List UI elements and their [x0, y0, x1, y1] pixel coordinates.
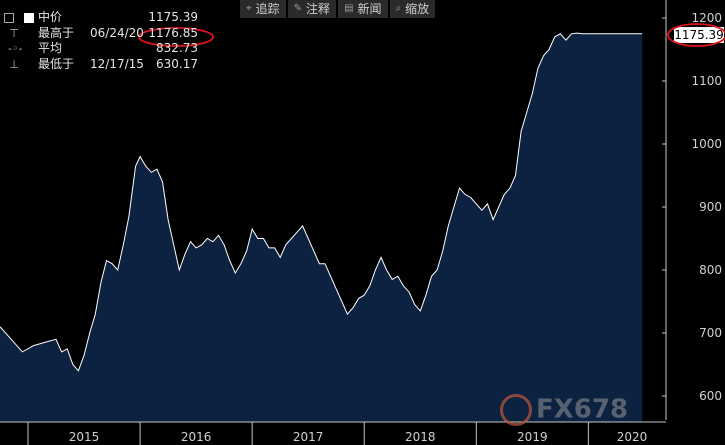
watermark-logo-icon	[500, 394, 532, 426]
legend-row-average: -◦- 平均 832.73	[2, 41, 202, 57]
legend-value: 1175.39	[148, 10, 198, 24]
zoom-icon: ⌕	[395, 3, 402, 14]
legend-row-mid: 中价 1175.39	[2, 10, 202, 26]
y-tick-label: 700	[699, 326, 722, 340]
last-price-highlight	[667, 23, 725, 47]
annotate-button-label: 注释	[306, 2, 331, 16]
price-line	[0, 32, 643, 372]
chart-legend: 中价 1175.39 ⊤ 最高于 06/24/20 1176.85 -◦- 平均…	[2, 10, 202, 72]
x-tick-label: 2015	[69, 430, 100, 444]
legend-label: 中价	[38, 10, 63, 24]
track-button-label: 追踪	[255, 2, 280, 16]
average-marker-icon: -◦-	[8, 42, 23, 55]
y-tick-label: 1200	[691, 11, 722, 25]
news-icon: ▤	[344, 3, 354, 14]
y-tick-label: 900	[699, 200, 722, 214]
legend-value: 1176.85	[148, 25, 198, 40]
legend-label: 平均	[38, 41, 63, 55]
y-tick-label: 1000	[691, 137, 722, 151]
series-swatch	[24, 13, 34, 23]
high-value-highlight	[138, 27, 214, 47]
legend-label: 最低于	[38, 56, 75, 71]
pencil-icon: ✎	[293, 3, 303, 14]
legend-row-low: ⊥ 最低于 12/17/15 630.17	[2, 57, 202, 73]
crosshair-icon: ⌖	[246, 3, 252, 14]
y-tick-label: 1100	[691, 74, 722, 88]
legend-date: 12/17/15	[90, 56, 144, 71]
zoom-button-label: 缩放	[405, 2, 430, 16]
annotate-button[interactable]: ✎ 注释	[287, 0, 337, 18]
legend-date: 06/24/20	[90, 25, 144, 40]
x-tick-label: 2016	[181, 430, 212, 444]
collapse-toggle-icon[interactable]	[4, 13, 14, 23]
x-tick-label: 2017	[293, 430, 324, 444]
news-button[interactable]: ▤ 新闻	[338, 0, 388, 18]
chart-toolbar: ⌖ 追踪 ✎ 注释 ▤ 新闻 ⌕ 缩放	[240, 0, 436, 18]
track-button[interactable]: ⌖ 追踪	[240, 0, 286, 18]
news-button-label: 新闻	[357, 2, 382, 16]
x-axis-band	[0, 422, 725, 445]
price-area	[0, 33, 643, 445]
x-tick-label: 2020	[617, 430, 648, 444]
high-marker-icon: ⊤	[9, 26, 19, 40]
y-tick-label: 800	[699, 263, 722, 277]
x-tick-label: 2019	[517, 430, 548, 444]
watermark: FX678	[500, 394, 628, 426]
watermark-text: FX678	[536, 394, 629, 425]
legend-row-high: ⊤ 最高于 06/24/20 1176.85	[2, 26, 202, 42]
last-price-tag-text: 1175.39	[674, 28, 724, 42]
low-marker-icon: ⊥	[9, 57, 19, 71]
legend-value: 630.17	[156, 56, 198, 71]
last-price-tag: 1175.39	[667, 23, 725, 47]
legend-value: 832.73	[156, 41, 198, 55]
x-tick-label: 2018	[405, 430, 436, 444]
zoom-button[interactable]: ⌕ 缩放	[389, 0, 436, 18]
legend-label: 最高于	[38, 25, 75, 40]
y-tick-label: 600	[699, 389, 722, 403]
